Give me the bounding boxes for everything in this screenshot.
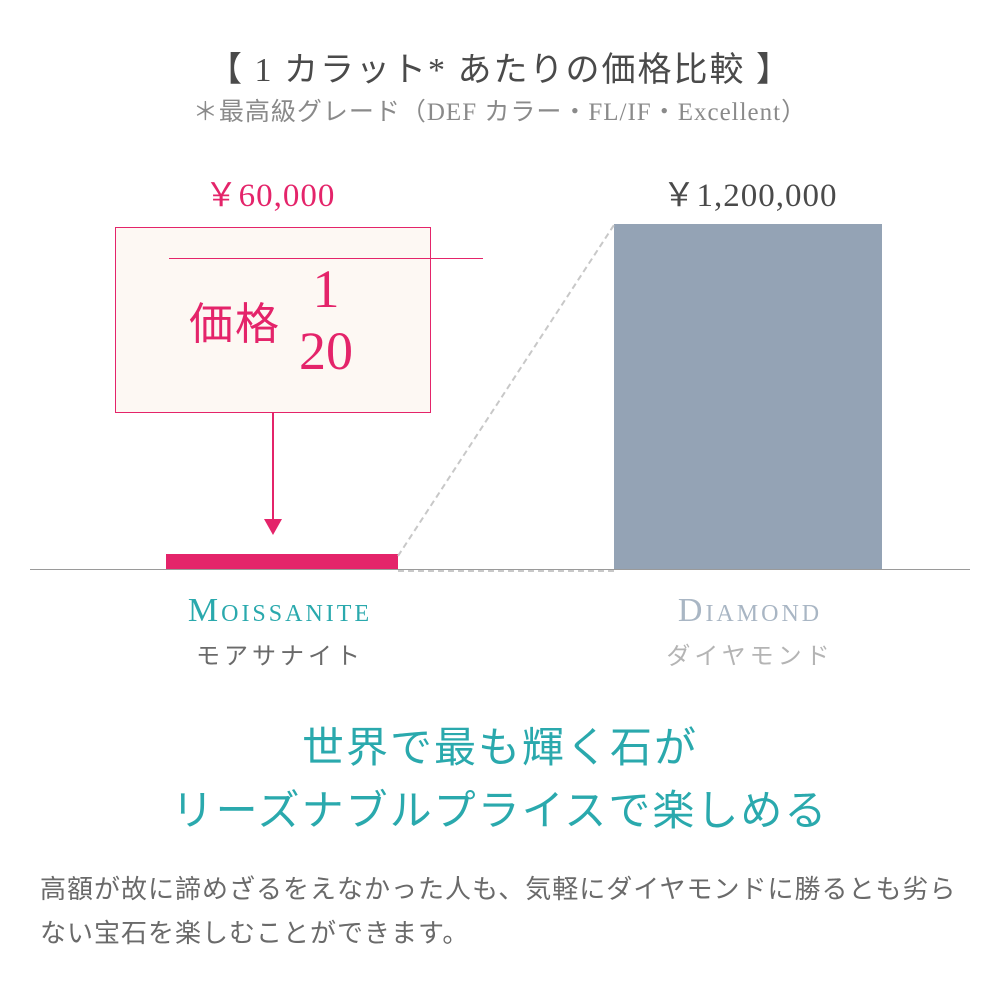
fraction-bar xyxy=(169,258,483,259)
dashed-line-bottom xyxy=(398,570,614,572)
label-diamond-jp: ダイヤモンド xyxy=(580,636,920,671)
fraction-denominator: 20 xyxy=(295,320,357,382)
label-moissanite-jp: モアサナイト xyxy=(100,636,460,671)
chart-title: 【 1 カラット* あたりの価格比較 】 xyxy=(0,42,1000,91)
callout-arrow-head xyxy=(264,519,282,535)
body-text: 高額が故に諦めざるをえなかった人も、気軽にダイヤモンドに勝るとも劣らない宝石を楽… xyxy=(40,868,960,956)
price-moissanite: ￥60,000 xyxy=(120,168,420,216)
chart-subtitle: ＊最高級グレード（DEF カラー・FL/IF・Excellent） xyxy=(0,92,1000,128)
headline: 世界で最も輝く石がリーズナブルプライスで楽しめる xyxy=(0,718,1000,844)
callout-label: 価格 xyxy=(189,288,281,352)
bar-diamond xyxy=(614,224,882,569)
callout-arrow-stem xyxy=(272,413,274,521)
bar-moissanite xyxy=(166,554,398,569)
headline-line1: 世界で最も輝く石が xyxy=(0,718,1000,781)
callout-box: 価格120 xyxy=(115,227,431,413)
label-moissanite-en: Moissanite xyxy=(100,592,460,630)
price-diamond: ￥1,200,000 xyxy=(590,168,910,216)
headline-line2: リーズナブルプライスで楽しめる xyxy=(0,781,1000,844)
label-diamond-en: Diamond xyxy=(580,592,920,630)
fraction-numerator: 1 xyxy=(305,258,348,320)
callout-fraction: 120 xyxy=(295,258,357,382)
